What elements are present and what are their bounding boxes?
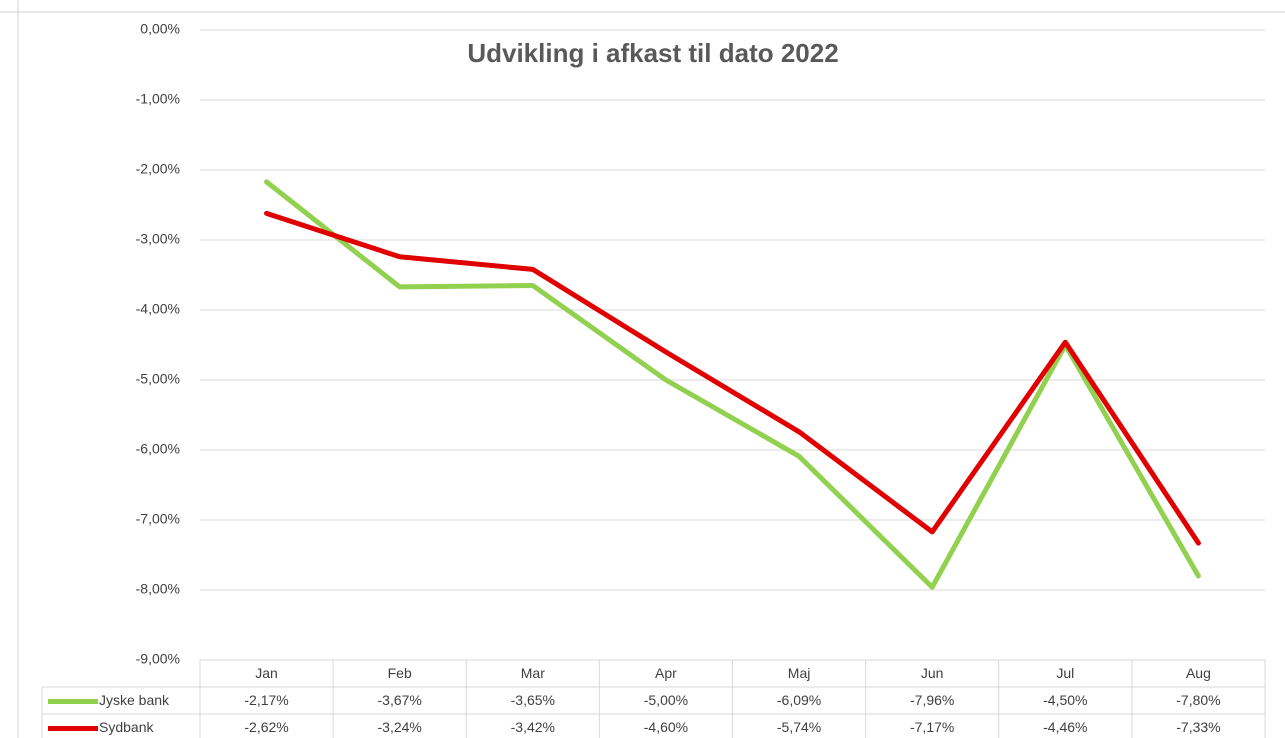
y-tick-label: -7,00% xyxy=(136,511,180,527)
table-value: -7,80% xyxy=(1176,692,1220,708)
x-tick-label: Maj xyxy=(788,665,811,681)
y-tick-label: -1,00% xyxy=(136,91,180,107)
series-line xyxy=(264,179,1201,590)
table-value: -5,74% xyxy=(777,719,821,735)
table-value: -7,96% xyxy=(910,692,954,708)
y-tick-label: 0,00% xyxy=(140,21,180,37)
table-value: -7,17% xyxy=(910,719,954,735)
x-tick-label: Feb xyxy=(388,665,412,681)
x-tick-label: Jul xyxy=(1056,665,1074,681)
y-tick-label: -5,00% xyxy=(136,371,180,387)
table-value: -3,67% xyxy=(378,692,422,708)
table-value: -2,17% xyxy=(244,692,288,708)
x-tick-label: Mar xyxy=(521,665,545,681)
table-value: -3,24% xyxy=(378,719,422,735)
y-tick-label: -2,00% xyxy=(136,161,180,177)
table-value: -7,33% xyxy=(1176,719,1220,735)
legend-label: Jyske bank xyxy=(99,692,170,708)
table-value: -4,60% xyxy=(644,719,688,735)
x-tick-label: Apr xyxy=(655,665,677,681)
table-value: -6,09% xyxy=(777,692,821,708)
table-value: -3,65% xyxy=(511,692,555,708)
chart-title: Udvikling i afkast til dato 2022 xyxy=(467,38,838,68)
table-value: -3,42% xyxy=(511,719,555,735)
y-tick-label: -9,00% xyxy=(136,651,180,667)
series-line xyxy=(264,210,1201,546)
table-value: -2,62% xyxy=(244,719,288,735)
y-tick-label: -6,00% xyxy=(136,441,180,457)
legend-label: Sydbank xyxy=(99,719,154,735)
y-tick-label: -8,00% xyxy=(136,581,180,597)
y-tick-label: -3,00% xyxy=(136,231,180,247)
x-tick-label: Jan xyxy=(255,665,278,681)
x-tick-label: Jun xyxy=(921,665,944,681)
y-tick-label: -4,00% xyxy=(136,301,180,317)
table-value: -4,50% xyxy=(1043,692,1087,708)
table-value: -4,46% xyxy=(1043,719,1087,735)
table-value: -5,00% xyxy=(644,692,688,708)
x-tick-label: Aug xyxy=(1186,665,1211,681)
